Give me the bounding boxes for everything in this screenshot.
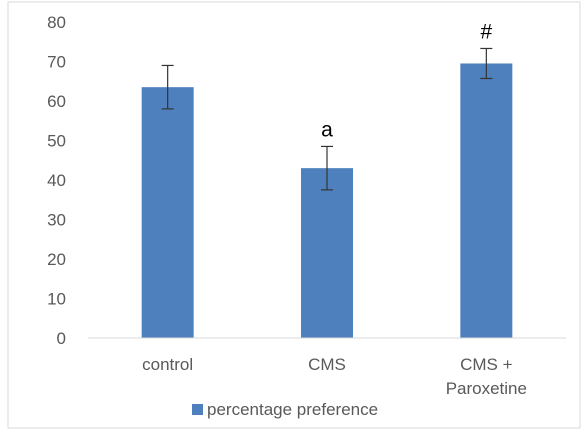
bar	[301, 168, 353, 338]
y-tick-label: 30	[47, 211, 66, 230]
significance-annotation: #	[480, 20, 492, 43]
x-tick-label: CMS + Paroxetine	[446, 355, 527, 398]
y-tick-label: 10	[47, 290, 66, 309]
legend: percentage preference	[192, 400, 378, 419]
significance-annotation: a	[321, 118, 333, 141]
y-axis: 0 10 20 30 40 50 60 70 80	[47, 13, 66, 348]
x-tick-label-line: CMS	[308, 355, 346, 374]
x-axis: control CMS CMS + Paroxetine	[88, 337, 566, 398]
y-tick-label: 40	[47, 171, 66, 190]
legend-swatch	[192, 404, 203, 415]
y-tick-label: 80	[47, 13, 66, 32]
legend-label: percentage preference	[207, 400, 378, 419]
y-tick-label: 70	[47, 53, 66, 72]
x-tick-label: control	[142, 355, 193, 374]
bars: a#	[141, 20, 513, 338]
y-tick-label: 0	[57, 329, 66, 348]
bar	[141, 87, 194, 338]
x-tick-label-line: CMS +	[460, 355, 513, 374]
y-tick-label: 20	[47, 250, 66, 269]
chart-frame	[7, 1, 581, 429]
y-tick-label: 50	[47, 132, 66, 151]
x-tick-label: CMS	[308, 355, 346, 374]
x-tick-label-line: Paroxetine	[446, 379, 527, 398]
y-tick-label: 60	[47, 92, 66, 111]
x-tick-label-line: control	[142, 355, 193, 374]
bar	[460, 63, 513, 338]
